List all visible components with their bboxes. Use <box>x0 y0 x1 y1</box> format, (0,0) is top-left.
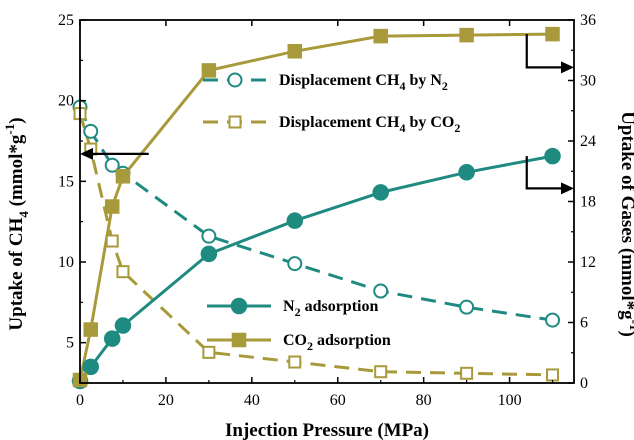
data-point <box>231 332 247 348</box>
data-point <box>83 322 98 337</box>
arrow-head <box>80 147 93 160</box>
data-point <box>459 27 474 43</box>
data-point <box>544 147 561 165</box>
data-point <box>288 355 302 369</box>
arrow-line <box>525 156 562 190</box>
x-tick-label: 100 <box>498 392 522 409</box>
y-left-tick-label: 25 <box>58 12 74 29</box>
x-tick-label: 20 <box>158 392 174 409</box>
x-tick-label: 40 <box>244 392 260 409</box>
data-point <box>116 265 130 279</box>
data-point <box>104 157 120 173</box>
y-right-tick-label: 18 <box>580 194 596 211</box>
y-right-tick-label: 36 <box>580 12 596 29</box>
data-point <box>227 72 243 88</box>
legends: Displacement CH4 by N2 Displacement CH4 b… <box>203 72 460 353</box>
legend-label: CO2 adsorption <box>283 332 391 353</box>
data-point <box>82 358 99 376</box>
y-left-tick-label: 15 <box>58 173 74 190</box>
data-point <box>460 366 474 380</box>
arrow-head <box>561 182 574 195</box>
data-point <box>228 115 242 129</box>
y-right-tick-label: 30 <box>580 73 596 90</box>
data-point <box>114 317 132 334</box>
data-point <box>374 365 388 379</box>
legend-label: Displacement CH4 by CO2 <box>279 114 460 135</box>
arrow-head <box>561 61 574 74</box>
data-point <box>104 199 120 214</box>
legend-label: Displacement CH4 by N2 <box>279 72 448 93</box>
x-tick-label: 60 <box>330 392 346 409</box>
data-point <box>200 245 218 263</box>
x-tick-label: 0 <box>76 392 84 409</box>
y-left-tick-label: 10 <box>58 254 74 271</box>
y-left-tick-label: 5 <box>66 335 74 352</box>
axis-ticks <box>79 19 574 384</box>
y-right-tick-label: 12 <box>580 254 596 271</box>
y-axis-right-title: Uptake of Gases (mmol*g-1) <box>617 111 634 337</box>
data-point <box>105 234 119 248</box>
series-line <box>78 113 553 377</box>
arrow-line <box>525 34 562 69</box>
data-point <box>287 256 303 272</box>
data-point <box>545 312 561 328</box>
data-point <box>115 169 131 184</box>
data-point <box>546 368 560 382</box>
legend-label: N2 adsorption <box>283 298 378 319</box>
y-right-tick-label: 24 <box>580 133 596 150</box>
y-axis-left-title: Uptake of CH4 (mmol*g-1) <box>2 117 31 330</box>
axis-tick-labels: 0 20 40 60 80 100 5 10 15 20 25 0 6 12 18 24 30 36 <box>58 12 596 409</box>
x-tick-label: 80 <box>416 392 432 409</box>
data-point <box>459 299 475 315</box>
indicator-arrows <box>80 34 574 195</box>
data-point <box>201 63 217 78</box>
data-point <box>287 44 303 59</box>
x-axis-title: Injection Pressure (MPa) <box>225 420 429 440</box>
data-point <box>286 212 304 229</box>
data-point <box>230 297 248 315</box>
y-left-tick-label: 20 <box>58 93 74 110</box>
data-point <box>373 283 389 299</box>
data-point <box>373 28 388 44</box>
data-point <box>103 330 121 347</box>
data-point <box>201 228 217 244</box>
plot-markers <box>71 26 561 390</box>
data-point <box>83 123 99 139</box>
data-point <box>545 26 560 42</box>
data-point <box>458 164 475 181</box>
data-point <box>372 184 389 201</box>
y-right-tick-label: 6 <box>580 315 588 332</box>
data-point <box>202 345 216 359</box>
y-right-tick-label: 0 <box>580 375 588 392</box>
